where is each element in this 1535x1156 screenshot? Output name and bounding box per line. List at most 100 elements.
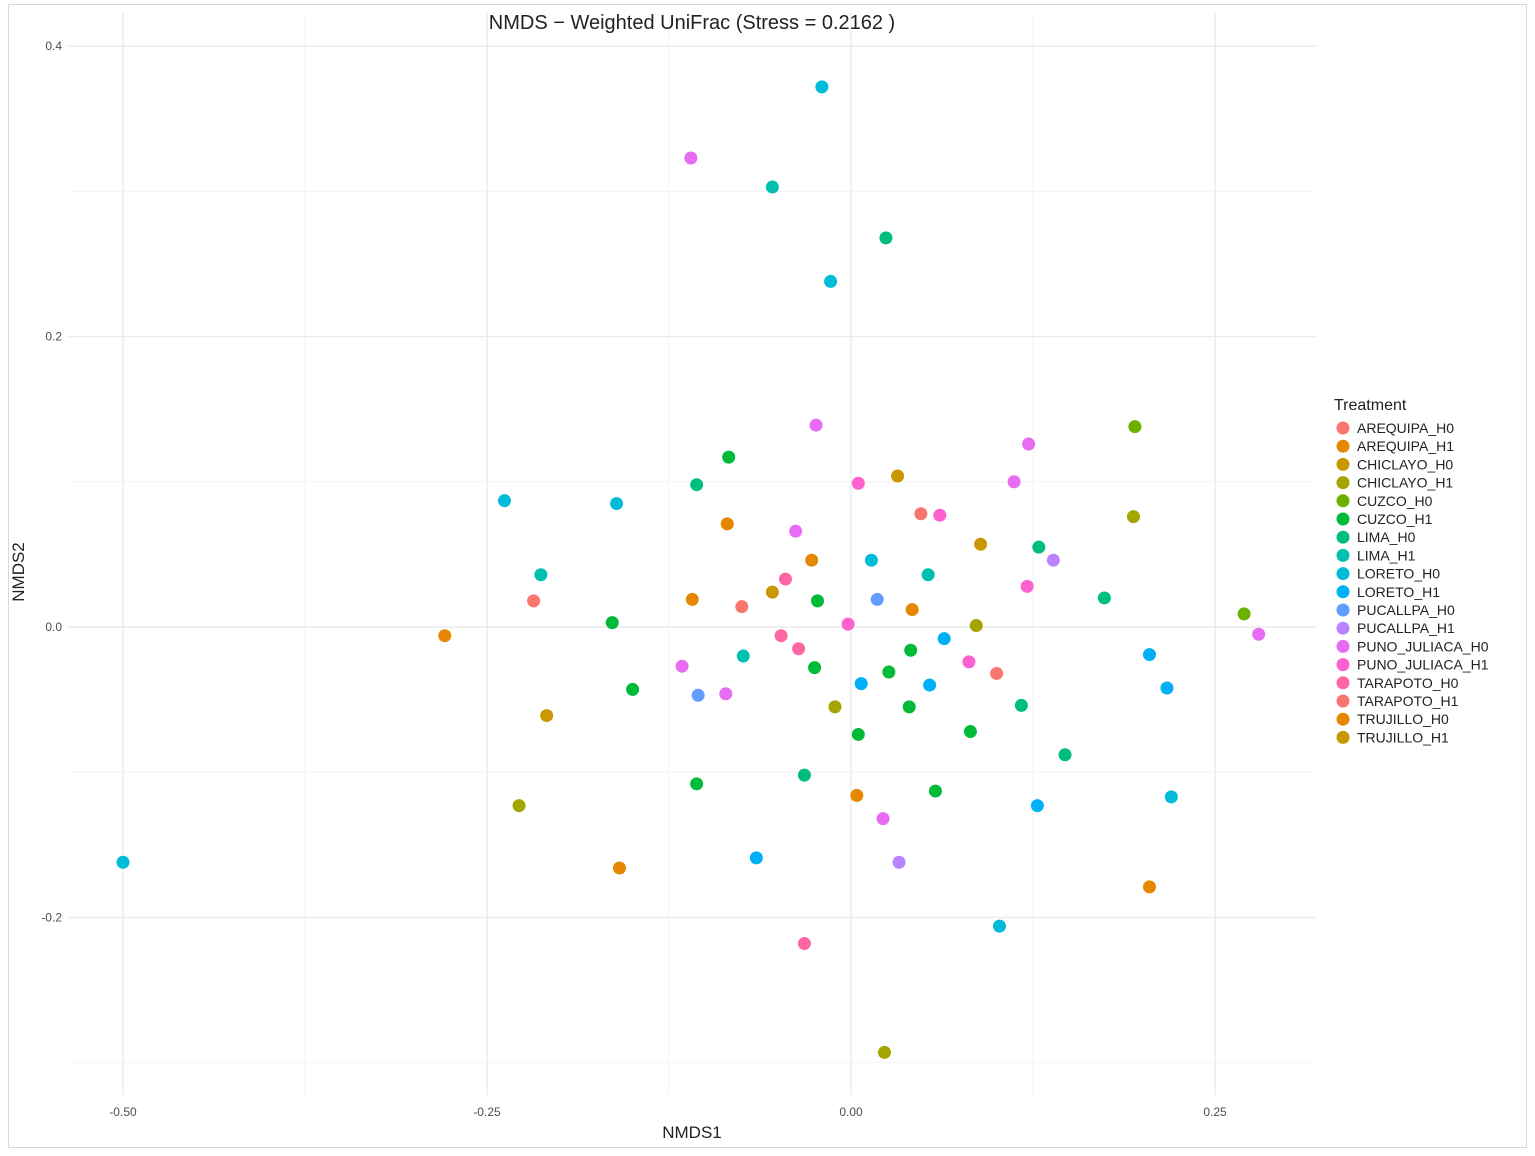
data-point <box>1252 627 1266 641</box>
legend-label: TARAPOTO_H0 <box>1357 675 1459 691</box>
legend-title: Treatment <box>1334 397 1407 414</box>
data-point <box>1097 591 1111 605</box>
legend-label: LIMA_H0 <box>1357 529 1416 545</box>
x-tick-label: -0.50 <box>109 1105 137 1119</box>
data-point <box>969 619 983 633</box>
data-point <box>1164 790 1178 804</box>
data-points <box>116 80 1266 1059</box>
data-point <box>690 478 704 492</box>
data-point <box>937 632 951 646</box>
data-point <box>540 709 554 723</box>
data-point <box>905 603 919 617</box>
legend-key <box>1336 603 1350 617</box>
y-axis-title: NMDS2 <box>9 542 28 602</box>
data-point <box>892 855 906 869</box>
legend-label: PUNO_JULIACA_H1 <box>1357 657 1489 673</box>
legend-label: TRUJILLO_H1 <box>1357 729 1449 745</box>
data-point <box>854 677 868 691</box>
data-point <box>534 568 548 582</box>
data-point <box>805 553 819 567</box>
data-point <box>792 642 806 656</box>
data-point <box>1020 579 1034 593</box>
legend-key <box>1336 512 1350 526</box>
x-tick-label: -0.25 <box>473 1105 501 1119</box>
data-point <box>851 476 865 490</box>
data-point <box>675 659 689 673</box>
data-point <box>921 568 935 582</box>
legend-key <box>1336 730 1350 744</box>
data-point <box>684 151 698 165</box>
data-point <box>765 180 779 194</box>
data-point <box>626 682 640 696</box>
legend-key <box>1336 639 1350 653</box>
y-tick-label: 0.0 <box>45 620 62 634</box>
data-point <box>685 592 699 606</box>
data-point <box>116 855 130 869</box>
data-point <box>993 919 1007 933</box>
data-point <box>690 777 704 791</box>
legend-key <box>1336 548 1350 562</box>
data-point <box>974 537 988 551</box>
data-point <box>612 861 626 875</box>
data-point <box>774 629 788 643</box>
legend-label: PUCALLPA_H0 <box>1357 602 1455 618</box>
data-point <box>864 553 878 567</box>
data-point <box>735 600 749 614</box>
legend-label: LORETO_H0 <box>1357 566 1440 582</box>
grid-lines <box>68 13 1316 1095</box>
data-point <box>1126 510 1140 524</box>
legend-key <box>1336 585 1350 599</box>
data-point <box>719 687 733 701</box>
data-point <box>1022 437 1036 451</box>
data-point <box>1046 553 1060 567</box>
data-point <box>722 450 736 464</box>
legend-items: AREQUIPA_H0 AREQUIPA_H1 CHICLAYO_H0 CHICLAY… <box>1336 420 1489 745</box>
legend-label: PUNO_JULIACA_H0 <box>1357 638 1489 654</box>
data-point <box>797 768 811 782</box>
legend-key <box>1336 457 1350 471</box>
legend-label: TARAPOTO_H1 <box>1357 693 1459 709</box>
data-point <box>891 469 905 483</box>
data-point <box>933 508 947 522</box>
data-point <box>815 80 829 94</box>
legend-key <box>1336 694 1350 708</box>
legend-key <box>1336 676 1350 690</box>
data-point <box>789 524 803 538</box>
legend-label: CUZCO_H0 <box>1357 493 1433 509</box>
data-point <box>841 617 855 631</box>
x-tick-label: 0.00 <box>839 1105 863 1119</box>
data-point <box>691 688 705 702</box>
data-point <box>797 937 811 951</box>
data-point <box>870 592 884 606</box>
data-point <box>1007 475 1021 489</box>
data-point <box>808 661 822 675</box>
legend-label: LIMA_H1 <box>1357 547 1416 563</box>
legend-key <box>1336 621 1350 635</box>
data-point <box>610 497 624 511</box>
data-point <box>1142 880 1156 894</box>
data-point <box>1014 698 1028 712</box>
data-point <box>850 788 864 802</box>
x-tick-label: 0.25 <box>1203 1105 1227 1119</box>
y-tick-label: 0.2 <box>45 330 62 344</box>
figure-frame <box>8 4 1527 1148</box>
data-point <box>512 799 526 813</box>
y-tick-label: -0.2 <box>41 910 62 924</box>
data-point <box>879 231 893 245</box>
data-point <box>923 678 937 692</box>
data-point <box>1160 681 1174 695</box>
data-point <box>851 727 865 741</box>
legend-label: CHICLAYO_H0 <box>1357 456 1453 472</box>
legend-key <box>1336 494 1350 508</box>
data-point <box>876 812 890 826</box>
data-point <box>928 784 942 798</box>
data-point <box>962 655 976 669</box>
data-point <box>765 585 779 599</box>
data-point <box>1128 420 1142 434</box>
data-point <box>605 616 619 630</box>
legend-label: TRUJILLO_H0 <box>1357 711 1449 727</box>
data-point <box>1237 607 1251 621</box>
data-point <box>811 594 825 608</box>
x-axis-ticks: -0.50 -0.25 0.00 0.25 <box>109 1105 1227 1119</box>
